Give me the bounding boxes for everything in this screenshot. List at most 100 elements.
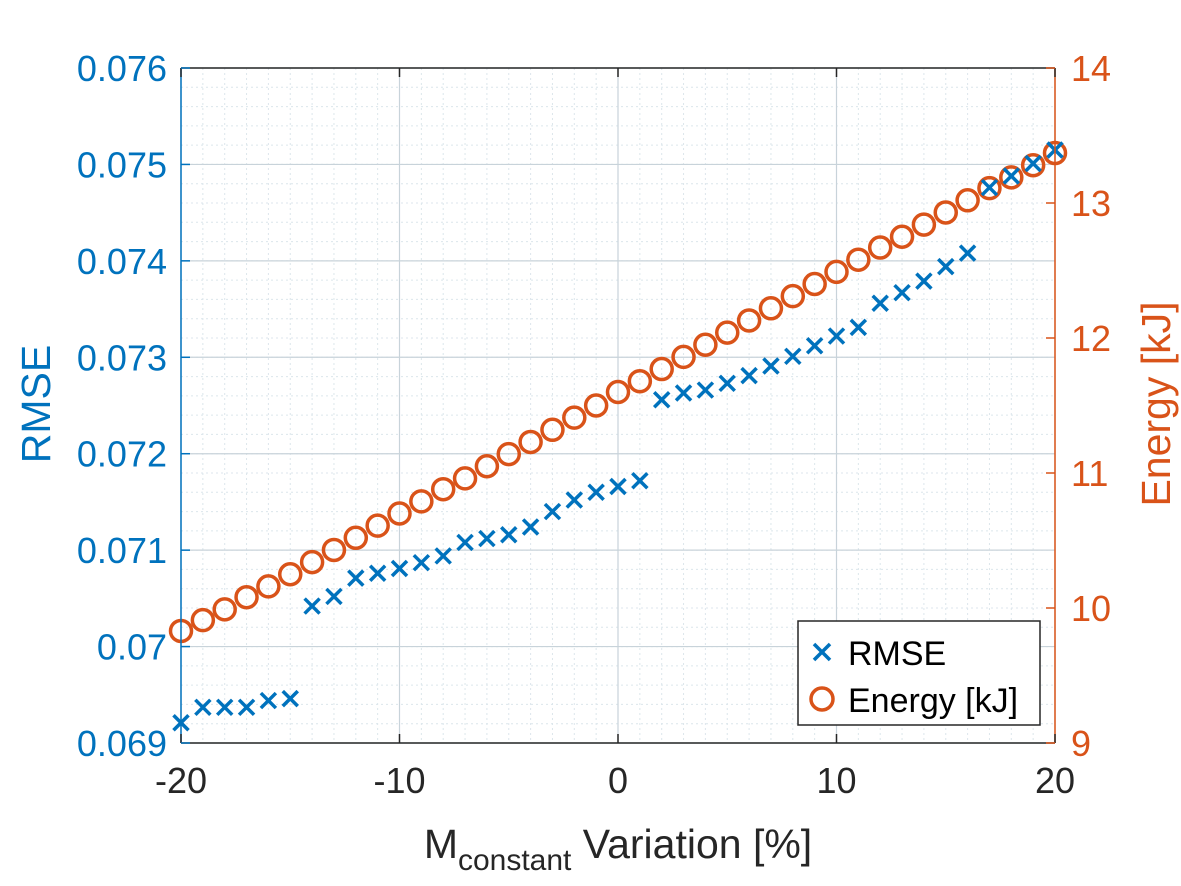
- rmse-point: [500, 525, 518, 544]
- rmse-point: [631, 471, 649, 490]
- x-axis-label: Mconstant Variation [%]: [424, 821, 812, 877]
- legend-label-energy: Energy [kJ]: [848, 682, 1018, 720]
- legend-marker-energy: [809, 686, 835, 712]
- rmse-point: [740, 366, 758, 385]
- energy-point: [1020, 152, 1046, 178]
- rmse-point: [1024, 154, 1042, 173]
- x-tick-label: -20: [155, 760, 207, 801]
- rmse-point: [325, 587, 343, 606]
- y-tick-label-right: 11: [1071, 453, 1108, 494]
- rmse-point: [521, 518, 540, 536]
- energy-point: [430, 476, 456, 502]
- energy-point: [234, 584, 259, 610]
- energy-point: [518, 429, 543, 455]
- energy-point: [693, 332, 718, 357]
- energy-point: [977, 175, 1002, 201]
- energy-point: [409, 489, 434, 514]
- y-tick-label-left: 0.071: [77, 530, 167, 571]
- rmse-point: [652, 390, 671, 409]
- y-tick-label-right: 14: [1071, 48, 1111, 89]
- energy-point: [278, 562, 303, 587]
- rmse-point: [762, 357, 780, 375]
- x-tick-label: 20: [1035, 760, 1075, 801]
- rmse-point: [456, 533, 474, 552]
- energy-point: [256, 574, 281, 599]
- rmse-point: [1002, 167, 1021, 185]
- y-axis-label-right: Energy [kJ]: [1133, 301, 1179, 506]
- rmse-point: [478, 529, 496, 548]
- rmse-point: [259, 691, 278, 710]
- rmse-point: [565, 491, 584, 509]
- energy-point: [452, 466, 478, 491]
- energy-point: [212, 597, 237, 622]
- energy-point: [911, 212, 937, 237]
- energy-point: [649, 356, 674, 382]
- energy-point: [474, 454, 500, 479]
- y-tick-label-left: 0.07: [97, 627, 167, 668]
- rmse-point: [368, 564, 387, 583]
- energy-point: [190, 607, 216, 633]
- legend-label-rmse: RMSE: [848, 635, 946, 673]
- rmse-point: [980, 178, 999, 197]
- energy-point: [299, 549, 325, 575]
- rmse-point: [915, 272, 933, 290]
- series-layer: [168, 140, 1068, 732]
- energy-point: [365, 513, 390, 538]
- rmse-point: [543, 502, 562, 521]
- rmse-point: [784, 347, 802, 366]
- energy-point: [321, 537, 347, 563]
- rmse-point: [303, 597, 321, 615]
- rmse-point: [609, 477, 627, 496]
- energy-point: [736, 308, 762, 333]
- energy-point: [802, 271, 827, 297]
- legend: RMSE Energy [kJ]: [797, 620, 1041, 726]
- energy-point: [824, 259, 849, 285]
- y-axis-label-left: RMSE: [13, 345, 59, 463]
- energy-point: [715, 320, 740, 345]
- legend-box: [797, 620, 1041, 726]
- y-tick-label-left: 0.069: [77, 723, 167, 764]
- rmse-point: [390, 559, 409, 578]
- y-tick-label-left: 0.073: [77, 337, 167, 378]
- energy-point: [562, 405, 587, 430]
- x-tick-label: 10: [816, 760, 856, 801]
- y-tick-label-left: 0.075: [77, 144, 167, 185]
- energy-point: [496, 441, 521, 467]
- y-tick-label-right: 12: [1071, 318, 1111, 359]
- energy-point: [343, 525, 369, 551]
- x-axis-label-main: M: [424, 821, 458, 867]
- rmse-point: [893, 283, 911, 302]
- rmse-point: [805, 336, 824, 355]
- energy-point: [758, 296, 784, 321]
- rmse-point: [937, 257, 955, 276]
- energy-point: [955, 188, 980, 213]
- energy-point: [627, 368, 653, 394]
- rmse-point: [281, 689, 299, 708]
- energy-point: [999, 165, 1024, 190]
- x-axis-label-subscript: constant: [458, 844, 572, 877]
- y-tick-label-right: 13: [1071, 183, 1111, 224]
- energy-point: [387, 501, 412, 526]
- x-axis-label-rest: Variation [%]: [571, 821, 812, 867]
- rmse-point: [587, 483, 605, 502]
- rmse-point: [718, 374, 736, 393]
- rmse-point: [215, 698, 234, 717]
- energy-point: [780, 283, 806, 309]
- axes-layer: -20 -10 0 10 20 0.069 0.07 0.071 0.072 0.073 0.074…: [77, 48, 1111, 801]
- energy-point: [933, 200, 958, 225]
- x-tick-label: -10: [373, 760, 425, 801]
- y-tick-label-right: 10: [1071, 588, 1111, 629]
- energy-point: [540, 417, 565, 443]
- y-tick-label-left: 0.072: [77, 434, 167, 475]
- y-tick-label-left: 0.074: [77, 241, 167, 282]
- rmse-point: [849, 318, 868, 337]
- energy-point: [583, 393, 609, 418]
- rmse-point: [194, 698, 212, 717]
- energy-point: [867, 235, 893, 260]
- y-tick-label-right: 9: [1071, 723, 1091, 764]
- rmse-point: [958, 244, 977, 262]
- energy-point: [889, 224, 915, 249]
- rmse-point: [871, 294, 889, 313]
